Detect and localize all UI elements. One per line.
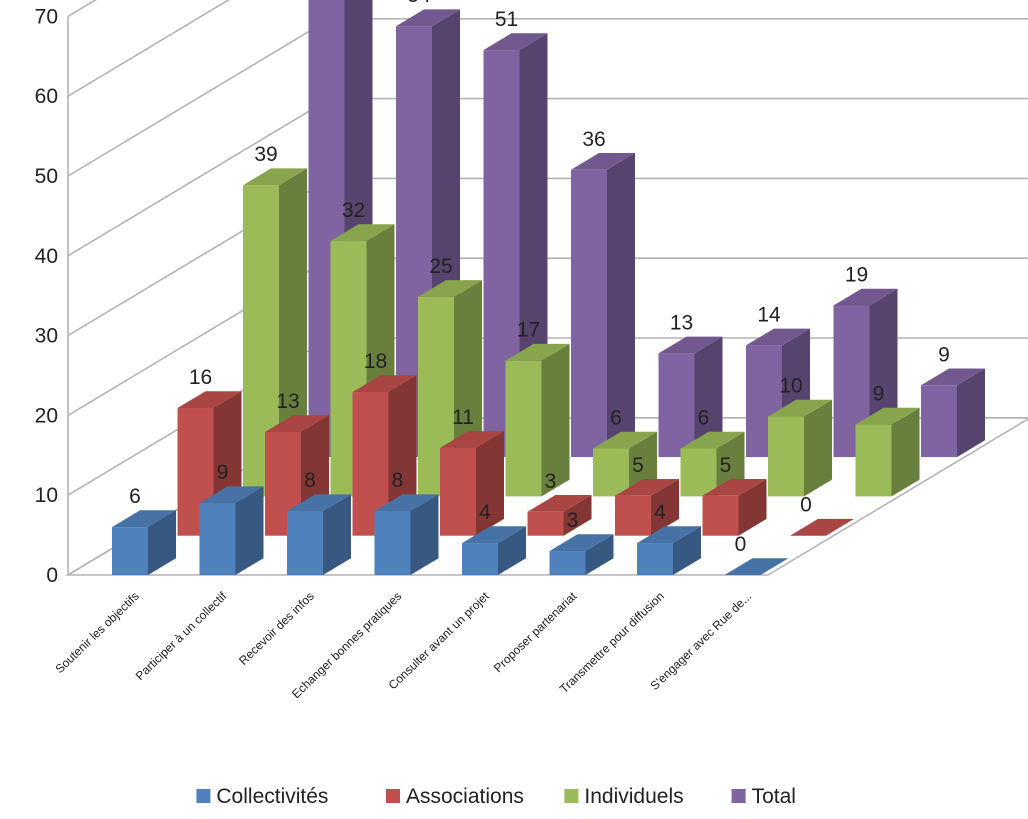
bars-layer [112, 0, 985, 575]
data-label: 8 [304, 469, 316, 492]
legend-swatch [731, 789, 746, 803]
bar [571, 153, 635, 458]
data-label: 6 [698, 407, 710, 430]
data-label: 3 [567, 509, 579, 532]
category-label: Consulter avant un projet [386, 589, 493, 693]
data-label: 39 [254, 143, 277, 166]
legend-swatch [564, 789, 579, 803]
bar [724, 558, 789, 575]
legend-item: Associations [386, 785, 524, 808]
data-label: 36 [582, 128, 605, 151]
data-label: 4 [654, 501, 666, 524]
legend-item: Total [731, 785, 796, 808]
legend-label: Total [752, 785, 796, 808]
y-tick-label: 60 [35, 85, 58, 108]
y-tick-label: 30 [35, 325, 58, 348]
data-label: 9 [938, 343, 950, 366]
category-label: S'engager avec Rue de... [647, 589, 754, 693]
data-label: 3 [545, 470, 557, 493]
bar [855, 407, 920, 497]
bar [462, 526, 526, 575]
data-label: 17 [517, 319, 540, 342]
data-label: 51 [495, 8, 518, 31]
bar [352, 375, 417, 536]
data-label: 16 [189, 366, 212, 389]
legend-label: Associations [406, 785, 524, 808]
bar [593, 431, 657, 497]
data-label: 14 [757, 303, 781, 326]
bar [440, 431, 504, 536]
data-label: 5 [720, 454, 732, 477]
bar [702, 479, 767, 536]
legend-swatch [196, 789, 211, 803]
bar [658, 336, 723, 458]
legend-label: Collectivités [216, 785, 328, 808]
legend-item: Collectivités [196, 785, 328, 808]
data-label: 6 [610, 407, 622, 430]
bar [637, 526, 701, 575]
y-tick-label: 20 [35, 404, 58, 427]
bar [549, 534, 614, 575]
category-label: Recevoir des infos [236, 589, 317, 668]
data-label: 32 [342, 199, 365, 222]
data-label: 13 [670, 311, 693, 334]
bar [790, 518, 854, 536]
bar [527, 495, 592, 536]
data-label: 25 [429, 255, 452, 278]
y-tick-label: 10 [35, 484, 58, 507]
y-tick-label: 50 [35, 165, 58, 188]
legend-swatch [386, 789, 400, 803]
bar [243, 168, 307, 497]
data-label: 54 [407, 0, 431, 7]
data-label: 6 [129, 485, 141, 508]
bar [287, 494, 351, 575]
y-tick-label: 0 [46, 564, 58, 587]
legend-label: Individuels [584, 785, 683, 808]
legend: Collectivités Associations Individuels Tota… [196, 785, 796, 808]
data-label: 8 [392, 469, 404, 492]
bar [921, 368, 985, 458]
data-label: 19 [845, 263, 868, 286]
data-label: 4 [479, 501, 491, 524]
bar [505, 343, 570, 497]
bar [615, 479, 679, 536]
bar [199, 486, 264, 575]
data-label: 5 [632, 454, 644, 477]
data-label: 9 [873, 383, 885, 406]
data-label: 18 [364, 350, 387, 373]
bar [768, 399, 832, 497]
legend-item: Individuels [564, 785, 684, 808]
data-label: 0 [735, 533, 747, 556]
y-tick-label: 40 [35, 245, 58, 268]
data-label: 0 [800, 494, 812, 517]
data-label: 13 [276, 390, 299, 413]
data-label: 10 [779, 375, 802, 398]
data-label: 9 [217, 461, 229, 484]
bar [374, 494, 439, 575]
category-label: Proposer partenariat [491, 589, 580, 676]
y-tick-label: 70 [35, 5, 58, 28]
bar [112, 510, 176, 575]
data-label: 11 [452, 406, 474, 429]
category-label: Participer à un collectif [133, 589, 230, 683]
category-label: Soutenir les objectifs [52, 589, 141, 676]
